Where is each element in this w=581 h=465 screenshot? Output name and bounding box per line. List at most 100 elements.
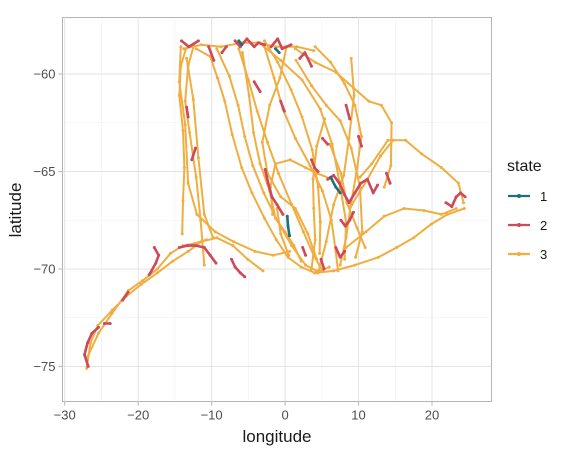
data-point [334,246,338,249]
data-point [339,171,343,175]
data-point [332,269,336,273]
data-point [358,175,362,179]
data-point [216,76,219,80]
data-point [194,146,197,150]
data-point [180,39,183,43]
data-point [391,138,395,142]
grid-lines [62,17,492,402]
data-point [272,76,276,80]
data-point [147,273,151,277]
data-point [202,212,206,216]
track-segment [310,117,326,270]
data-point [347,201,351,205]
data-point [237,39,241,43]
data-point [303,51,307,55]
data-point [185,105,189,109]
data-point [274,47,277,51]
series-state-2 [83,37,467,368]
data-point [382,214,386,218]
data-point [310,64,313,68]
legend-key-point [517,252,521,256]
data-point [289,88,293,92]
data-point [213,230,217,234]
data-point [343,249,347,253]
data-point [185,56,189,60]
legend-key-point [517,223,521,227]
data-tracks [83,37,467,370]
data-point [224,45,228,49]
data-point [270,195,274,199]
data-point [102,322,106,325]
data-point [90,331,94,335]
data-point [154,261,158,265]
data-point [152,246,156,249]
data-point [327,265,331,269]
data-point [360,144,363,148]
data-point [312,49,316,53]
data-point [321,189,324,193]
data-point [445,212,449,216]
data-point [351,210,355,214]
data-point [360,134,363,138]
data-point [183,99,187,103]
data-point [329,60,333,64]
data-point [293,136,297,140]
data-point [404,138,408,142]
legend-entry-state-2: 2 [508,218,547,233]
data-point [343,82,347,86]
data-point [338,119,342,123]
data-point [402,207,406,210]
data-point [376,255,380,259]
data-point [321,136,324,140]
x-tick-label: 0 [281,408,288,423]
data-point [157,253,161,257]
data-point [359,181,363,185]
data-point [266,140,269,144]
data-point [278,76,282,80]
data-point [310,158,313,162]
data-point [258,162,262,166]
track-segment [326,174,379,204]
data-point [456,181,460,185]
data-point [126,290,130,294]
data-point [315,257,319,261]
data-point [263,43,266,47]
data-point [343,257,347,261]
data-point [155,271,159,275]
data-point [268,103,272,107]
data-point [279,99,283,103]
data-point [196,156,200,160]
data-point [318,220,322,224]
data-point [412,236,416,240]
data-point [233,39,237,43]
data-point [301,246,305,249]
data-point [86,341,89,345]
data-point [280,47,284,51]
data-point [183,123,187,127]
data-point [324,240,328,244]
data-point [379,154,383,158]
data-point [271,253,275,257]
track-segment [263,39,322,255]
data-point [350,203,354,207]
data-point [194,244,198,248]
data-point [212,58,216,62]
data-point [108,322,112,325]
track-segment [269,37,293,51]
data-point [329,175,333,179]
data-point [313,60,317,64]
data-point [211,236,215,240]
data-point [281,212,285,216]
data-point [199,43,203,47]
data-point [338,255,342,259]
data-point [263,216,266,220]
data-point [342,173,346,177]
data-point [252,131,255,134]
y-tick-label: −75 [33,359,55,374]
data-point [231,244,235,248]
data-point [352,94,356,97]
data-point [444,201,448,205]
data-point [429,222,433,226]
data-point [308,164,312,168]
data-point [332,173,336,177]
